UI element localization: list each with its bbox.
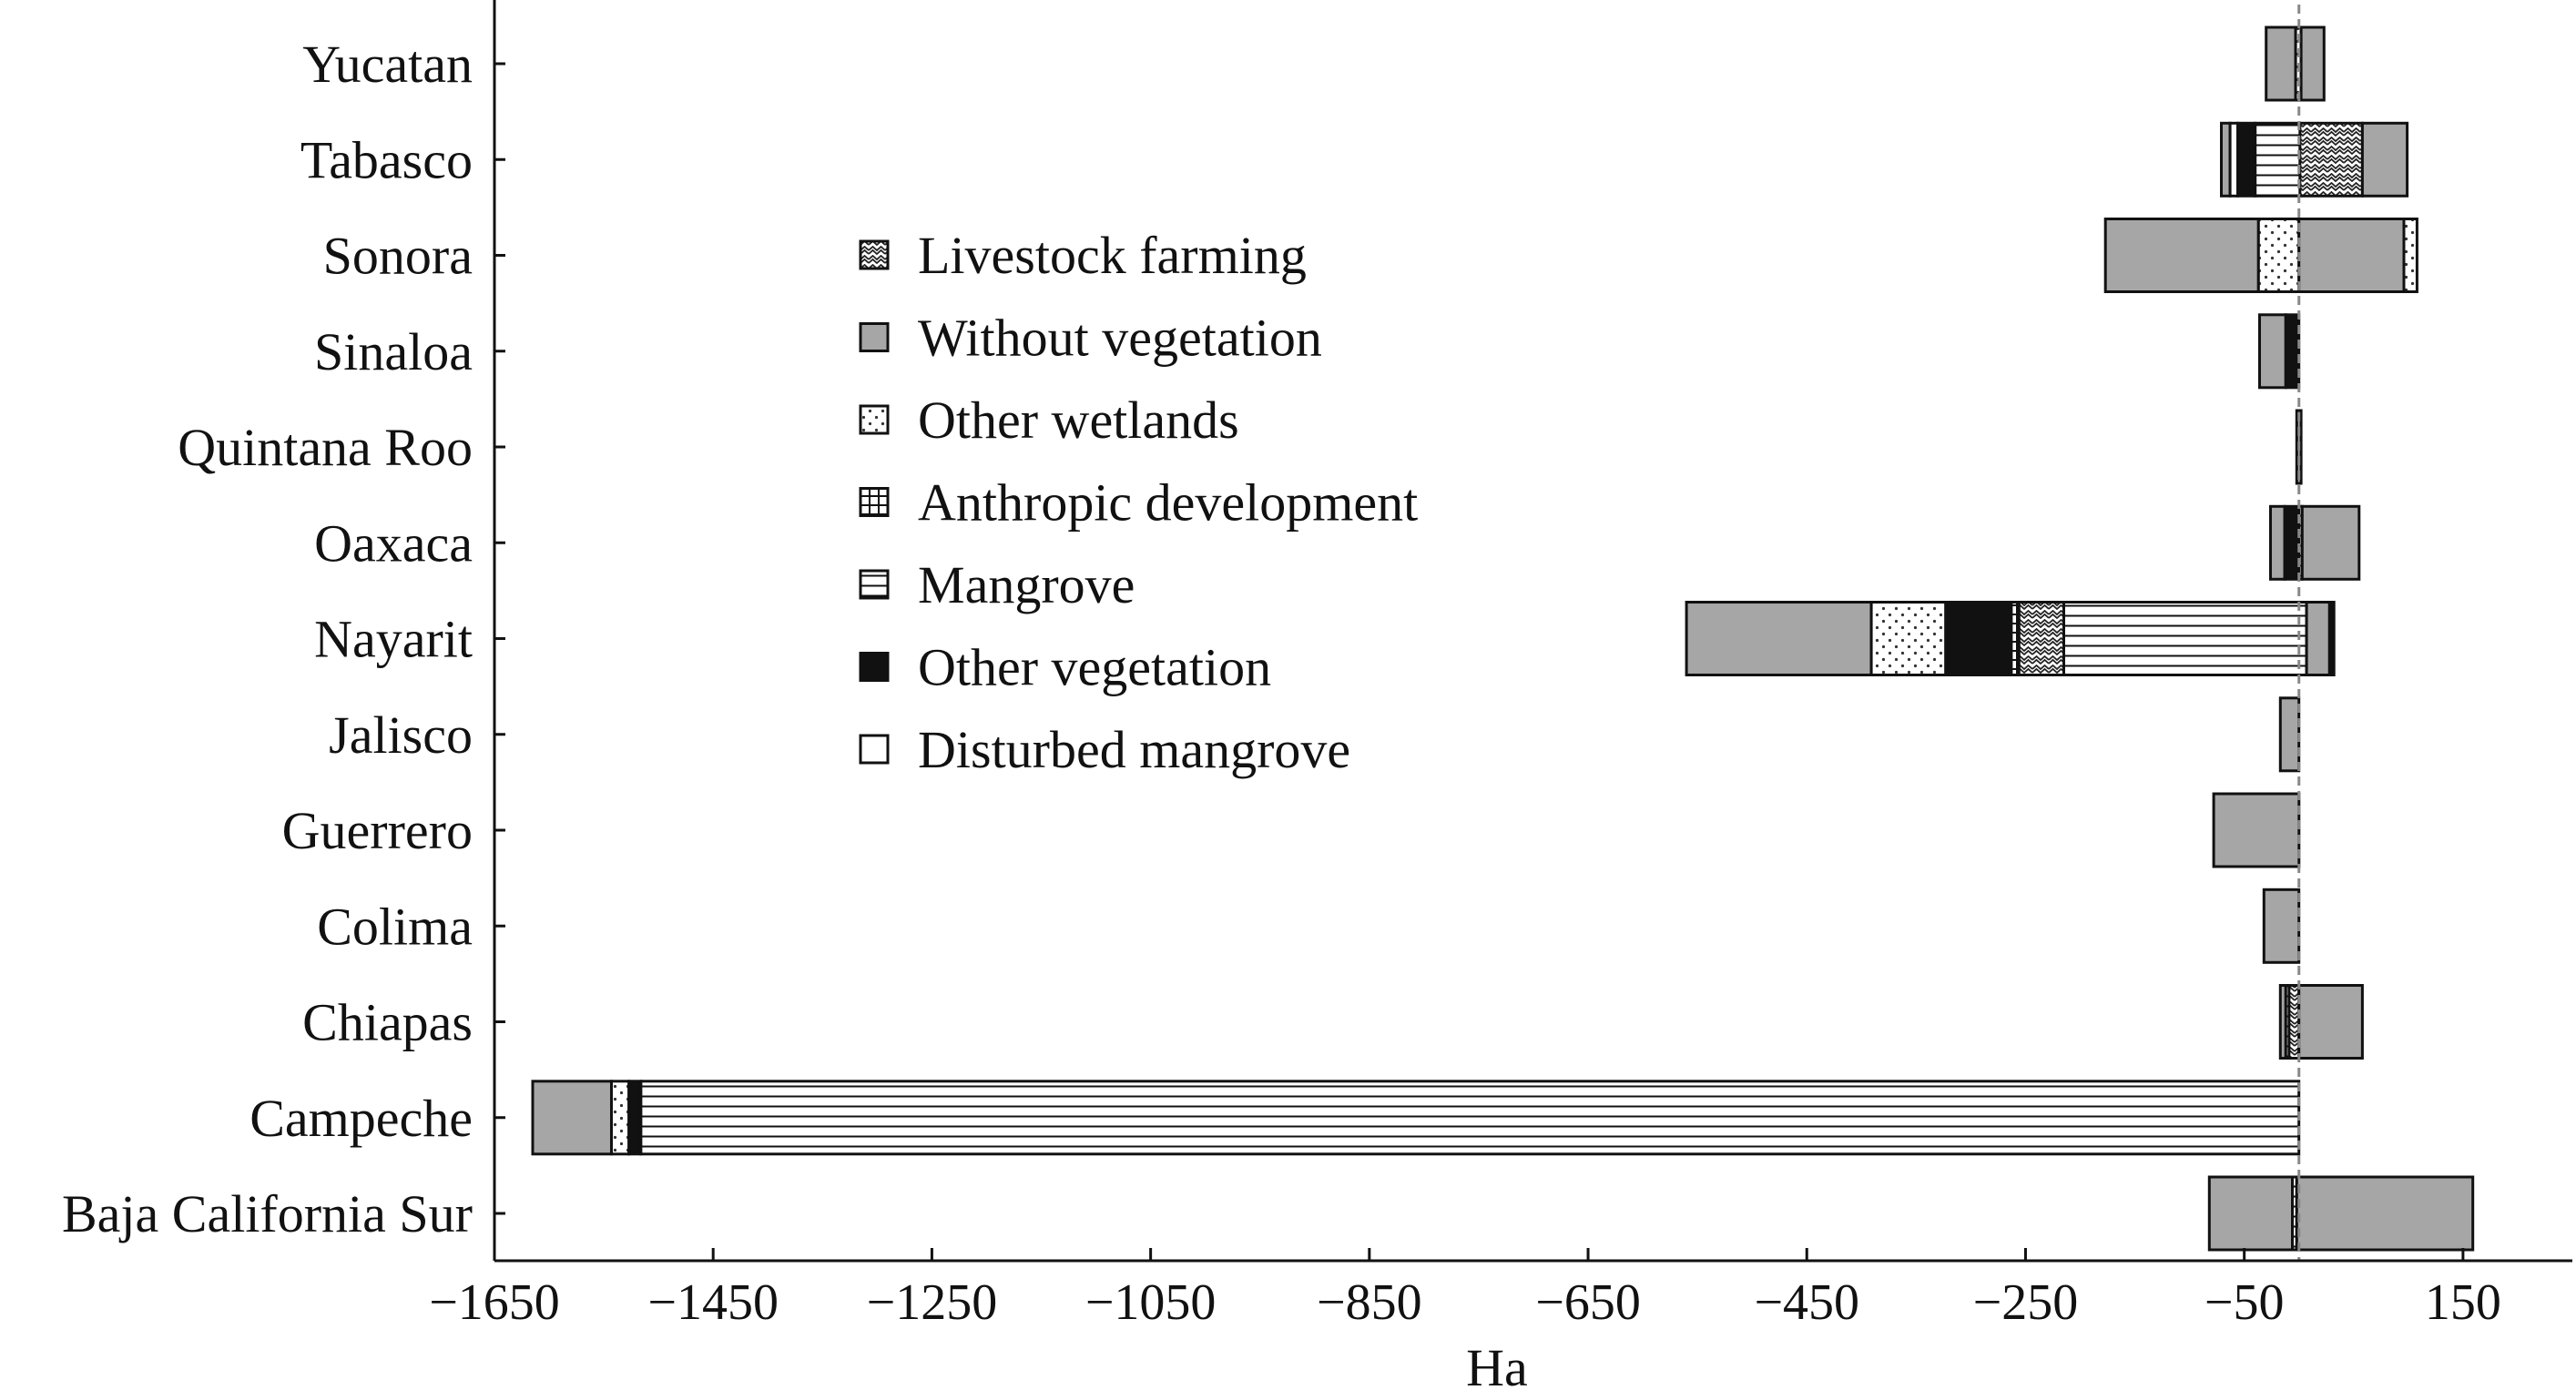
legend-item-other-wetlands: Other wetlands	[859, 391, 1239, 450]
legend-item-disturbed: Disturbed mangrove	[859, 720, 1350, 779]
bar-segment-without-veg	[2262, 888, 2301, 964]
legend-item-livestock: Livestock farming	[859, 226, 1307, 285]
legend-label: Other wetlands	[918, 391, 1239, 450]
x-axis-title: Ha	[1466, 1338, 1528, 1390]
bars-layer	[531, 25, 2475, 1252]
bar-segment-without-veg	[2212, 792, 2301, 868]
bar-segment-other-wetlands	[2256, 218, 2301, 293]
legend-swatch	[859, 322, 890, 352]
legend-item-other-veg: Other vegetation	[859, 638, 1271, 697]
bar-segment-without-veg	[2297, 218, 2406, 293]
bar-segment-livestock	[2017, 601, 2066, 676]
bar-segment-without-veg	[2269, 504, 2286, 581]
legend-label: Anthropic development	[918, 473, 1418, 533]
legend: Livestock farming Without vegetation Other…	[859, 226, 1418, 779]
category-label: Quintana Roo	[178, 418, 473, 477]
x-tick-label: −450	[1754, 1274, 1859, 1331]
legend-swatch	[859, 239, 890, 270]
bar-segment-without-veg	[531, 1080, 613, 1156]
legend-label: Disturbed mangrove	[918, 720, 1350, 779]
bar-segment-without-veg	[2207, 1175, 2295, 1252]
bar-tabasco	[2220, 121, 2409, 198]
x-tick-label: −50	[2204, 1274, 2285, 1331]
bar-sinaloa	[2258, 313, 2301, 390]
bar-oaxaca	[2269, 504, 2361, 581]
bar-segment-without-veg	[2300, 504, 2361, 581]
legend-item-anthropic: Anthropic development	[859, 473, 1418, 533]
bar-segment-without-veg	[1685, 601, 1873, 676]
axes-layer: −1650 −1450 −1250 −1050 −850 −650 −450 −250 −50 1…	[62, 0, 2572, 1331]
bar-segment-without-veg	[2103, 218, 2260, 293]
bar-segment-mangrove	[2254, 121, 2302, 198]
x-tick-label: −250	[1973, 1274, 2079, 1331]
category-label: Yucatan	[302, 35, 473, 94]
bar-segment-other-wetlands	[2402, 218, 2418, 293]
bar-baja-california-sur	[2207, 1175, 2475, 1252]
legend-swatch	[859, 404, 890, 435]
bar-segment-other-veg	[2327, 601, 2336, 676]
bar-segment-without-veg	[2360, 121, 2409, 198]
legend-item-mangrove: Mangrove	[859, 555, 1135, 614]
bar-segment-without-veg	[2265, 25, 2297, 102]
bar-segment-other-wetlands	[610, 1080, 631, 1156]
bar-segment-other-veg	[2283, 504, 2301, 581]
category-label: Guerrero	[282, 801, 473, 860]
x-tick-label: −1250	[867, 1274, 998, 1331]
legend-label: Without vegetation	[918, 309, 1322, 368]
bar-segment-without-veg	[2299, 25, 2326, 102]
bar-segment-without-veg	[2278, 696, 2301, 773]
bar-colima	[2262, 888, 2301, 964]
bar-segment-other-wetlands	[1869, 601, 1948, 676]
bar-chiapas	[2278, 984, 2364, 1060]
bar-guerrero	[2212, 792, 2301, 868]
legend-swatch	[859, 569, 890, 600]
bar-segment-other-veg	[2236, 121, 2257, 198]
category-label: Jalisco	[329, 705, 473, 765]
x-tick-label: −1050	[1085, 1274, 1217, 1331]
bar-nayarit	[1685, 601, 2336, 676]
x-tick-label: −1650	[429, 1274, 560, 1331]
legend-swatch	[859, 734, 890, 765]
legend-swatch	[859, 652, 890, 682]
x-tick-label: −850	[1317, 1274, 1422, 1331]
bar-segment-livestock	[2298, 121, 2364, 198]
category-label: Campeche	[249, 1089, 473, 1148]
bar-segment-without-veg	[2295, 1175, 2475, 1252]
bar-yucatan	[2265, 25, 2326, 102]
bar-segment-without-veg	[2297, 984, 2364, 1060]
category-label: Sinaloa	[314, 322, 473, 381]
bar-segment-other-veg	[627, 1080, 643, 1156]
bar-segment-without-veg	[2305, 601, 2331, 676]
x-tick-label: −650	[1535, 1274, 1641, 1331]
legend-item-without-veg: Without vegetation	[859, 309, 1322, 368]
bar-segment-mangrove	[639, 1080, 2301, 1156]
bar-campeche	[531, 1080, 2301, 1156]
legend-swatch	[859, 487, 890, 517]
category-label: Baja California Sur	[62, 1184, 473, 1243]
legend-label: Other vegetation	[918, 638, 1271, 697]
bar-jalisco	[2278, 696, 2301, 773]
x-tick-label: −1450	[647, 1274, 779, 1331]
category-label: Tabasco	[300, 130, 473, 189]
category-label: Sonora	[323, 227, 473, 286]
x-tick-label: 150	[2425, 1274, 2501, 1331]
bar-segment-other-veg	[2284, 313, 2301, 390]
bar-segment-without-veg	[2258, 313, 2287, 390]
category-label: Nayarit	[314, 610, 473, 669]
category-label: Colima	[317, 897, 473, 956]
category-label: Oaxaca	[314, 513, 473, 573]
legend-label: Mangrove	[918, 555, 1135, 614]
bar-segment-other-veg	[1944, 601, 2013, 676]
bar-segment-mangrove	[2062, 601, 2308, 676]
bar-sonora	[2103, 218, 2418, 293]
legend-label: Livestock farming	[918, 226, 1307, 285]
bar-segment-livestock	[2287, 984, 2301, 1060]
category-label: Chiapas	[302, 993, 473, 1052]
